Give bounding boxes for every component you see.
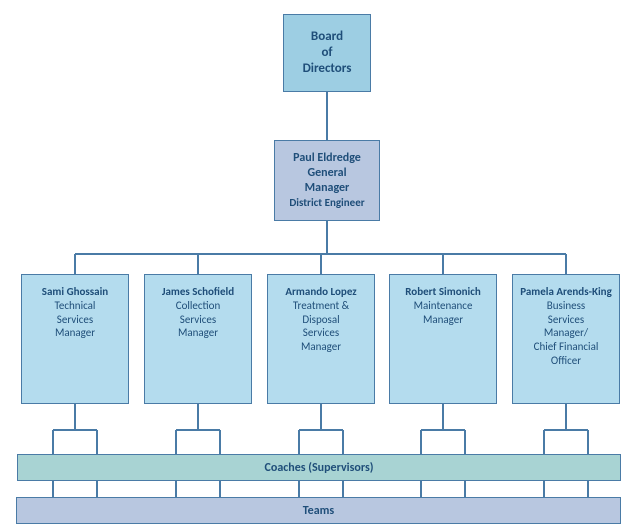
connector-vertical (298, 430, 300, 454)
connector-horizontal (53, 429, 97, 431)
connector-vertical (197, 254, 199, 274)
connector-vertical (420, 481, 422, 497)
manager-title-line: Services (303, 326, 339, 340)
manager-title-line: Manager (423, 313, 463, 327)
board-line2: of (321, 45, 332, 61)
manager-title-line: Treatment & (293, 299, 349, 313)
connector-vertical (52, 430, 54, 454)
connector-vertical (74, 404, 76, 430)
manager-name: Armando Lopez (285, 285, 356, 299)
manager-title-line: Technical (55, 299, 96, 313)
manager-title-line: Manager (178, 326, 218, 340)
connector-vertical (197, 404, 199, 430)
connector-vertical (565, 254, 567, 274)
manager-box: Pamela Arends-KingBusinessServicesManage… (512, 274, 620, 404)
board-line1: Board (311, 29, 343, 45)
manager-box: Sami GhossainTechnicalServicesManager (21, 274, 129, 404)
board-line3: Directors (303, 61, 352, 77)
connector-vertical (219, 430, 221, 454)
manager-name: Robert Simonich (405, 285, 480, 299)
manager-title-line: Chief Financial (534, 340, 599, 354)
connector-horizontal (421, 429, 465, 431)
connector-vertical (52, 481, 54, 497)
connector-vertical (442, 404, 444, 430)
manager-title-line: Services (548, 313, 584, 327)
manager-box: Armando LopezTreatment &DisposalServices… (267, 274, 375, 404)
manager-box: James SchofieldCollectionServicesManager (144, 274, 252, 404)
manager-name: Sami Ghossain (42, 285, 108, 299)
connector-vertical (587, 481, 589, 497)
connector-vertical (320, 254, 322, 274)
manager-title-line: Services (180, 313, 216, 327)
connector-vertical (342, 430, 344, 454)
connector-vertical (96, 481, 98, 497)
gm-name: Paul Eldredge (293, 151, 361, 166)
gm-title1: General (307, 166, 346, 181)
connector-horizontal (299, 429, 343, 431)
connector-horizontal (176, 429, 220, 431)
connector-vertical (320, 404, 322, 430)
manager-title-line: Manager (55, 326, 95, 340)
manager-name: James Schofield (162, 285, 234, 299)
connector-vertical (175, 430, 177, 454)
coaches-label: Coaches (Supervisors) (265, 461, 374, 475)
connector-vertical (464, 430, 466, 454)
connector-vertical (74, 254, 76, 274)
connector-vertical (219, 481, 221, 497)
manager-title-line: Manager/ (544, 326, 588, 340)
connector-vertical (587, 430, 589, 454)
connector-vertical (543, 481, 545, 497)
board-of-directors-box: BoardofDirectors (283, 14, 371, 92)
manager-title-line: Business (547, 299, 585, 313)
connector-vertical (326, 221, 328, 254)
teams-label: Teams (303, 504, 334, 518)
manager-title-line: Officer (551, 354, 581, 368)
manager-title-line: Services (57, 313, 93, 327)
gm-title2: Manager (305, 181, 350, 196)
manager-title-line: Collection (176, 299, 221, 313)
gm-sub: District Engineer (289, 196, 364, 210)
connector-vertical (565, 404, 567, 430)
manager-title-line: Manager (301, 340, 341, 354)
connector-vertical (342, 481, 344, 497)
teams-bar: Teams (16, 497, 621, 524)
connector-vertical (96, 430, 98, 454)
connector-vertical (420, 430, 422, 454)
manager-name: Pamela Arends-King (520, 285, 612, 299)
manager-box: Robert SimonichMaintenanceManager (389, 274, 497, 404)
general-manager-box: Paul EldredgeGeneralManagerDistrict Engi… (274, 140, 380, 221)
connector-vertical (543, 430, 545, 454)
connector-vertical (464, 481, 466, 497)
connector-vertical (298, 481, 300, 497)
connector-horizontal (544, 429, 588, 431)
coaches-bar: Coaches (Supervisors) (17, 454, 621, 481)
connector-vertical (442, 254, 444, 274)
connector-vertical (175, 481, 177, 497)
manager-title-line: Maintenance (414, 299, 473, 313)
manager-title-line: Disposal (302, 313, 339, 327)
connector-vertical (326, 92, 328, 140)
